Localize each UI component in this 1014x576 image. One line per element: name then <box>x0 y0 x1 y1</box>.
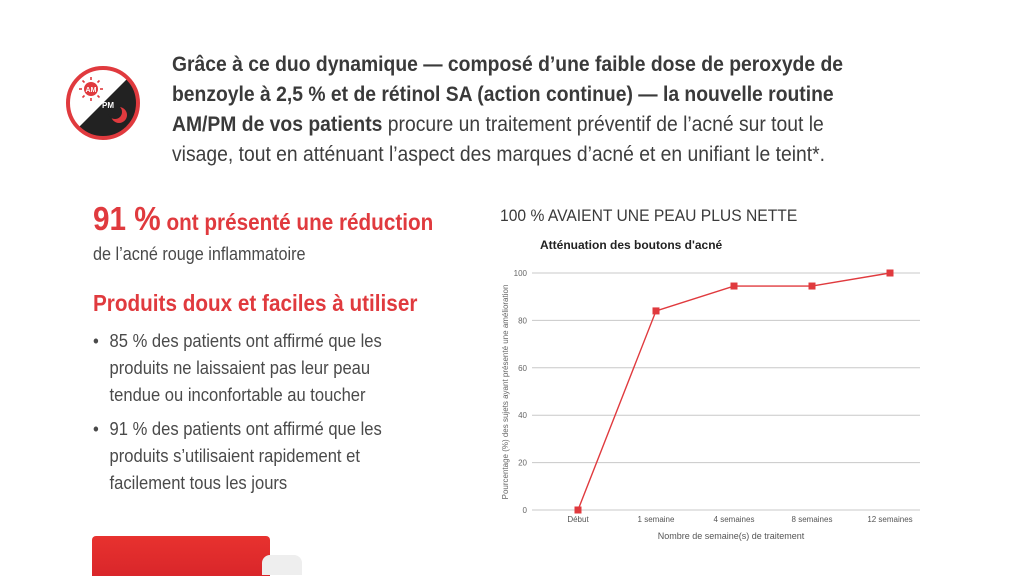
x-tick-label: 12 semaines <box>867 515 912 524</box>
bullet-dot-icon: • <box>93 419 99 439</box>
intro-paragraph: Grâce à ce duo dynamique — composé d’une… <box>172 50 871 170</box>
data-point <box>808 282 816 290</box>
chart-x-axis-label: Nombre de semaine(s) de traitement <box>658 531 805 541</box>
stat-number: 91 % <box>93 200 161 237</box>
bullet-item: • 91 % des patients ont affirmé que les … <box>93 416 420 497</box>
intro-regular-text: procure un traitement préventif de l’acn… <box>172 113 826 166</box>
x-tick-label: 1 semaine <box>638 515 675 524</box>
product-tube-cap <box>262 555 302 575</box>
data-point <box>652 307 660 315</box>
intro-bold-text: Grâce à ce duo dynamique — composé d’une… <box>172 53 844 136</box>
y-tick-label: 0 <box>523 506 528 515</box>
products-section-title: Produits doux et faciles à utiliser <box>93 290 418 316</box>
x-tick-label: Début <box>567 515 589 524</box>
am-label: AM <box>86 87 97 94</box>
moon-icon <box>108 105 127 123</box>
data-point <box>730 282 738 290</box>
y-tick-label: 20 <box>518 459 527 468</box>
data-point <box>886 269 894 277</box>
y-tick-label: 60 <box>518 364 527 373</box>
stat-headline: 91 % ont présenté une réduction <box>93 200 433 238</box>
series-line <box>577 272 891 511</box>
pm-label: PM <box>102 101 114 110</box>
y-tick-label: 100 <box>514 269 528 278</box>
bullet-item: • 85 % des patients ont affirmé que les … <box>93 328 420 409</box>
chart-title: Atténuation des boutons d'acné <box>540 238 723 252</box>
x-tick-label: 4 semaines <box>714 515 755 524</box>
bullet-dot-icon: • <box>93 331 99 351</box>
y-tick-label: 40 <box>518 411 527 420</box>
acne-reduction-line-chart: Atténuation des boutons d'acné Pourcenta… <box>501 238 920 541</box>
sun-icon <box>79 77 103 101</box>
stat-subtitle: de l’acné rouge inflammatoire <box>93 244 306 264</box>
chart-heading: 100 % AVAIENT UNE PEAU PLUS NETTE <box>500 206 798 225</box>
bullet-text: 91 % des patients ont affirmé que les pr… <box>109 419 382 493</box>
products-bullet-list: • 85 % des patients ont affirmé que les … <box>93 328 420 504</box>
data-point <box>574 506 582 514</box>
chart-y-axis-label: Pourcentage (%) des sujets ayant présent… <box>501 285 510 500</box>
stat-text: ont présenté une réduction <box>160 209 434 235</box>
am-pm-sun-moon-icon: AM PM <box>66 66 140 140</box>
bullet-text: 85 % des patients ont affirmé que les pr… <box>109 331 382 405</box>
product-tube-image <box>92 536 270 576</box>
x-tick-label: 8 semaines <box>792 515 833 524</box>
y-tick-label: 80 <box>518 316 527 325</box>
